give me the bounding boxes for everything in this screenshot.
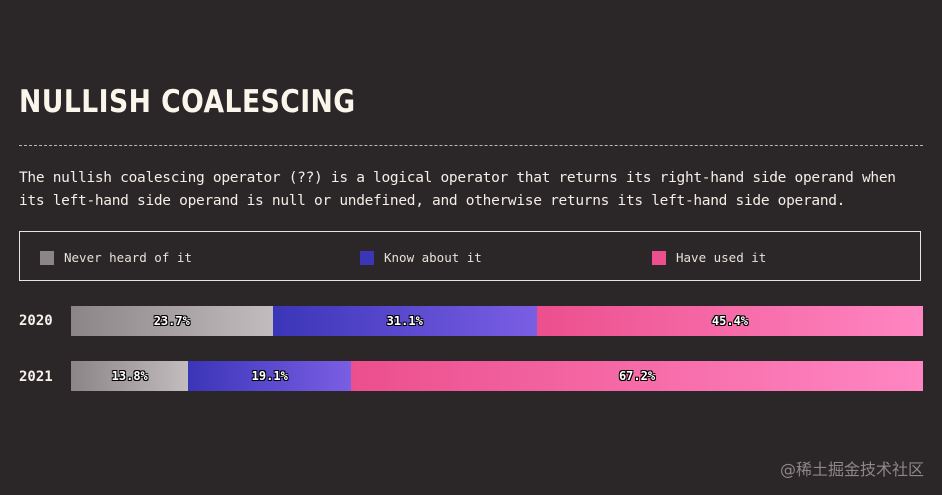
data-label-2020-know-about: 31.1% xyxy=(386,314,423,328)
bar-segment-2021-know-about: 19.1% xyxy=(188,361,352,391)
chart-title: NULLISH COALESCING xyxy=(19,84,356,120)
title-divider xyxy=(19,145,923,146)
legend-label-never-heard: Never heard of it xyxy=(64,250,192,265)
legend-swatch-have-used xyxy=(652,250,666,265)
stacked-bar-2021: 13.8% 19.1% 67.2% xyxy=(71,361,923,391)
bar-segment-2021-never-heard: 13.8% xyxy=(71,361,189,391)
legend-label-have-used: Have used it xyxy=(676,250,767,265)
watermark: @稀土掘金技术社区 xyxy=(779,460,924,479)
chart-description: The nullish coalescing operator (??) is … xyxy=(19,170,896,209)
data-label-2021-never-heard: 13.8% xyxy=(111,369,148,383)
legend-label-know-about: Know about it xyxy=(384,250,482,265)
bar-segment-2020-know-about: 31.1% xyxy=(272,306,537,336)
legend-item-never-heard: Never heard of it xyxy=(40,250,192,265)
year-label-2020: 2020 xyxy=(19,313,53,329)
bar-segment-2020-have-used: 45.4% xyxy=(536,306,923,336)
stacked-bar-2020: 23.7% 31.1% 45.4% xyxy=(71,306,923,336)
legend: Never heard of it Know about it Have use… xyxy=(19,231,921,281)
legend-item-know-about: Know about it xyxy=(360,250,482,265)
data-label-2020-have-used: 45.4% xyxy=(711,314,749,328)
legend-swatch-know-about xyxy=(360,250,374,265)
legend-item-have-used: Have used it xyxy=(652,250,766,265)
data-label-2020-never-heard: 23.7% xyxy=(153,314,190,328)
legend-swatch-never-heard xyxy=(40,250,54,265)
data-label-2021-know-about: 19.1% xyxy=(251,369,288,383)
year-label-2021: 2021 xyxy=(19,369,53,385)
bar-segment-2021-have-used: 67.2% xyxy=(351,361,923,391)
data-label-2021-have-used: 67.2% xyxy=(618,369,656,383)
bar-segment-2020-never-heard: 23.7% xyxy=(71,306,273,336)
